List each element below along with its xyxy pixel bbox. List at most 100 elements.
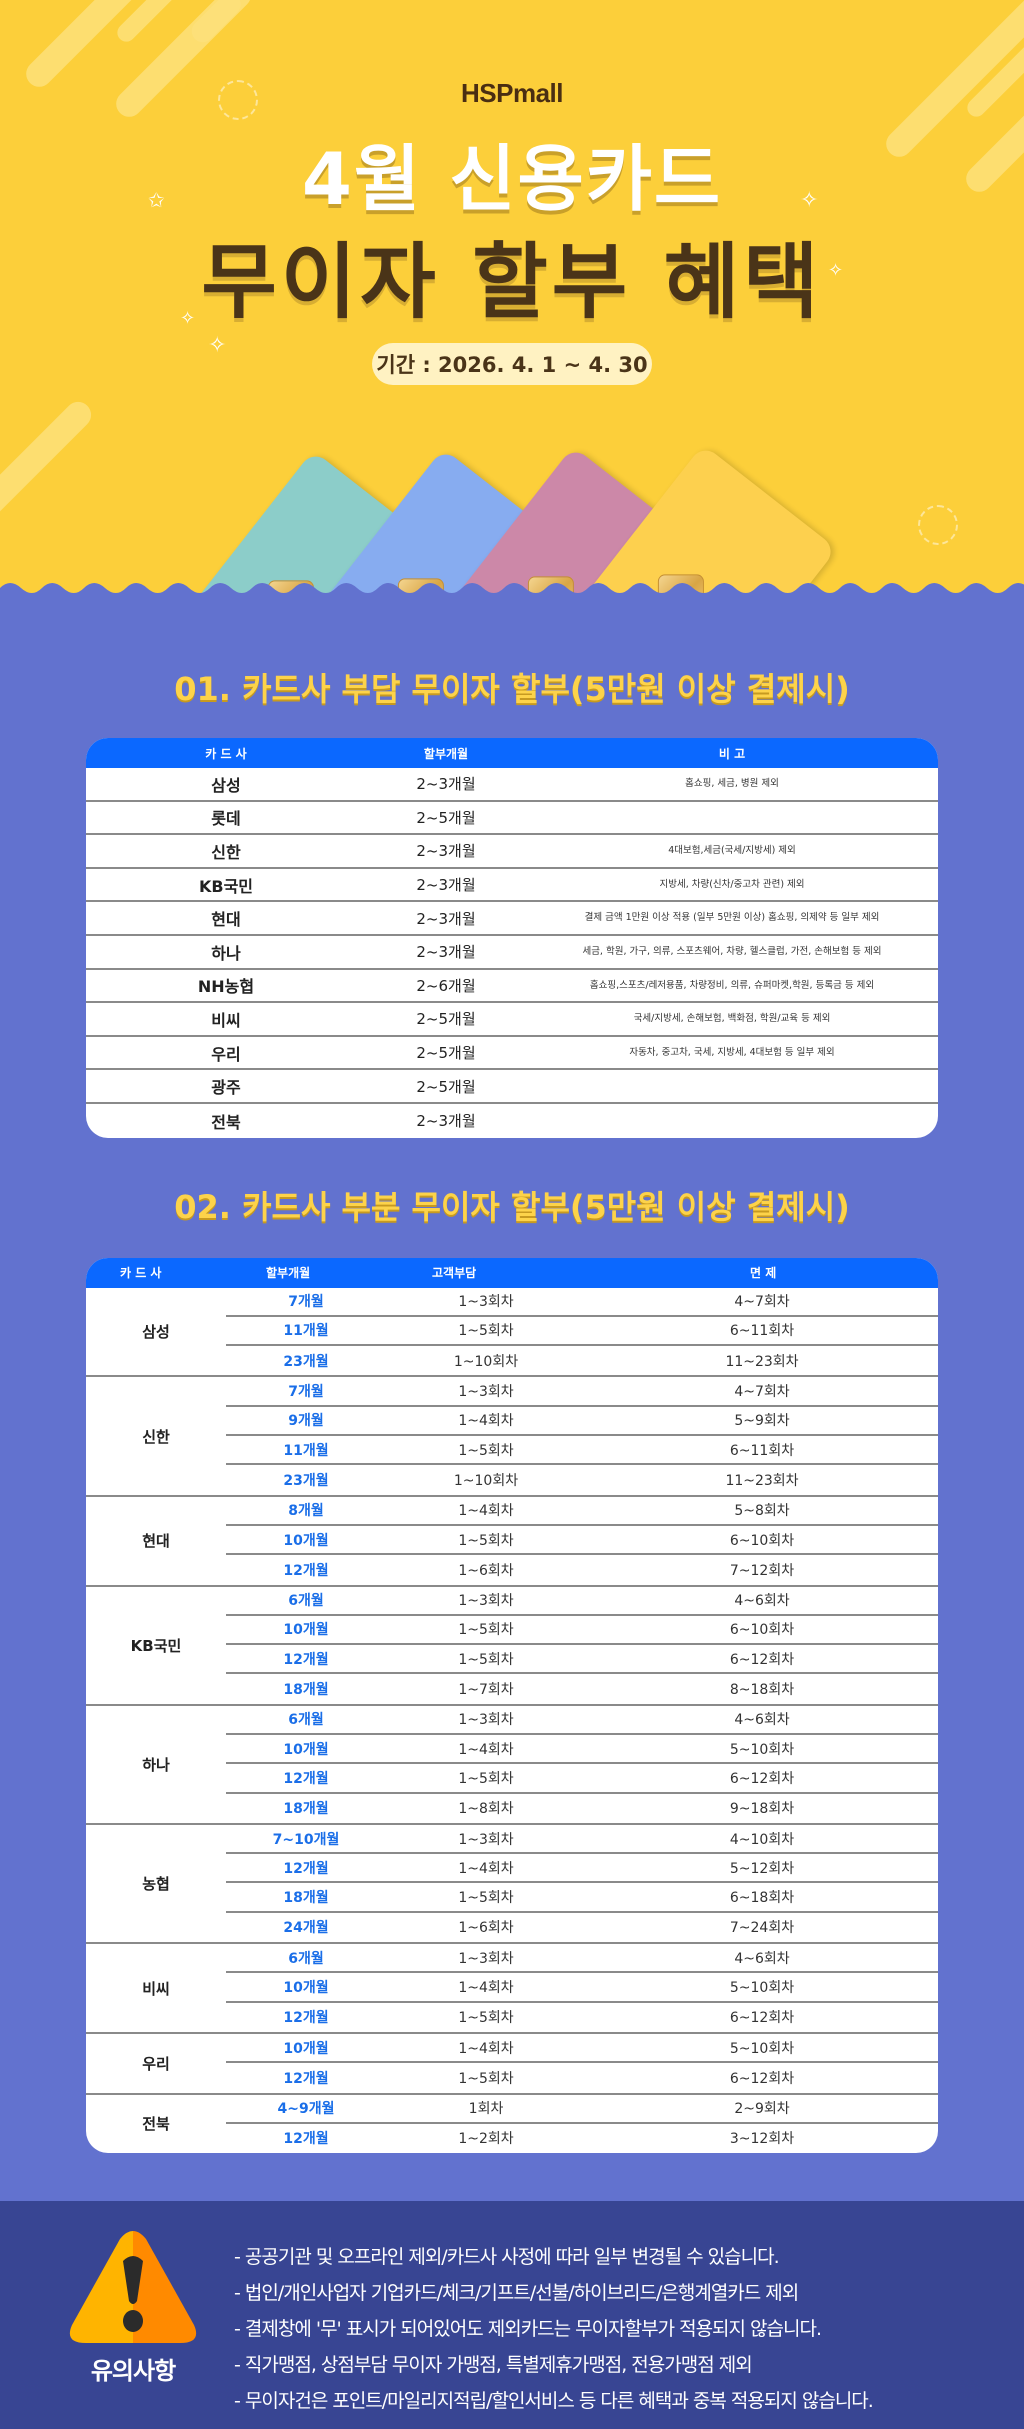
table-row: 신한 2~3개월 4대보험,세금(국세/지방세) 제외 xyxy=(86,835,938,869)
exemption: 7~12회차 xyxy=(729,1562,795,1579)
exemption: 5~9회차 xyxy=(734,1413,790,1430)
customer-burden: 1~4회차 xyxy=(458,1503,514,1520)
installment-months: 10개월 xyxy=(283,1622,329,1639)
table-row: 9개월 1~4회차 5~9회차 xyxy=(226,1407,938,1437)
table-row: 7개월 1~3회차 4~7회차 xyxy=(226,1377,938,1407)
customer-burden: 1~3회차 xyxy=(458,1950,514,1967)
card-company: NH농협 xyxy=(197,977,255,997)
table-row: 12개월 1~5회차 6~12회차 xyxy=(226,2063,938,2092)
card-company: 현대 xyxy=(211,910,241,930)
card-company: 전북 xyxy=(142,2115,170,2134)
installment-months: 2~3개월 xyxy=(416,909,476,928)
sparkle-icon: ✩ xyxy=(148,188,165,212)
installment-months: 7개월 xyxy=(288,1294,324,1311)
card-company: 하나 xyxy=(211,943,241,963)
exemption: 5~12회차 xyxy=(729,1860,795,1877)
customer-burden: 1~5회차 xyxy=(458,1622,514,1639)
wave-divider xyxy=(0,583,1024,600)
hero-banner: ✩ ✧ ✧ ✧ ✧ HSPmall 4월 신용카드 무이자 할부 혜택 기간 :… xyxy=(0,0,1024,600)
hero-title-line1: 4월 신용카드 xyxy=(301,137,723,221)
installment-months: 2~5개월 xyxy=(416,1010,476,1029)
table-row: 18개월 1~8회차 9~18회차 xyxy=(226,1794,938,1823)
decor-streak xyxy=(0,396,97,543)
section1-title: 01. 카드사 부담 무이자 할부(5만원 이상 결제시) xyxy=(174,670,850,708)
group-rows: 6개월 1~3회차 4~6회차 10개월 1~4회차 5~10회차 12개월 1~5회차 6~1… xyxy=(226,1944,938,2032)
notice-section: 유의사항 - 공공기관 및 오프라인 제외/카드사 사정에 따라 일부 변경될 … xyxy=(0,2201,1024,2429)
table-header: 카 드 사 할부개월 고객부담 면 제 xyxy=(86,1257,938,1288)
event-period-badge: 기간 : 2026. 4. 1 ~ 4. 30 xyxy=(372,343,652,385)
bank-group: 우리 10개월 1~4회차 5~10회차 12개월 1~5회차 6~12회차 xyxy=(86,2034,938,2095)
table-row: 6개월 1~3회차 4~6회차 xyxy=(226,1587,938,1616)
table-row: 광주 2~5개월 xyxy=(86,1070,938,1104)
exemption: 11~23회차 xyxy=(725,1353,799,1370)
sparkle-icon: ✧ xyxy=(208,333,227,358)
notice-label: 유의사항 xyxy=(90,2357,176,2386)
table-row: 18개월 1~7회차 8~18회차 xyxy=(226,1674,938,1703)
installment-months: 2~5개월 xyxy=(416,1044,476,1063)
customer-burden: 1회차 xyxy=(468,2101,504,2118)
table-row: 10개월 1~4회차 5~10회차 xyxy=(226,2034,938,2064)
sparkle-icon: ✧ xyxy=(828,260,844,281)
exemption: 5~10회차 xyxy=(729,1741,795,1758)
table-row: 12개월 1~5회차 6~12회차 xyxy=(226,1645,938,1675)
exemption: 6~10회차 xyxy=(729,1622,795,1639)
exemption: 4~6회차 xyxy=(734,1593,790,1610)
installment-months: 10개월 xyxy=(283,1980,329,1996)
note: 홈쇼핑, 세금, 병원 제외 xyxy=(685,778,779,790)
header-installment-months: 할부개월 xyxy=(266,1266,311,1281)
note: 국세/지방세, 손해보험, 백화점, 학원/교육 등 제외 xyxy=(633,1013,831,1025)
installment-months: 24개월 xyxy=(283,1920,329,1937)
notice-item: - 공공기관 및 오프라인 제외/카드사 사정에 따라 일부 변경될 수 있습니… xyxy=(234,2246,780,2269)
note: 4대보험,세금(국세/지방세) 제외 xyxy=(668,845,796,857)
table-row: 7개월 1~3회차 4~7회차 xyxy=(226,1288,938,1317)
installment-months: 11개월 xyxy=(283,1323,329,1340)
table-row: 우리 2~5개월 자동차, 중고차, 국세, 지방세, 4대보험 등 일부 제외 xyxy=(86,1037,938,1071)
customer-burden: 1~2회차 xyxy=(458,2131,514,2148)
table-header: 카 드 사 할부개월 비 고 xyxy=(86,738,938,768)
notice-list: - 공공기관 및 오프라인 제외/카드사 사정에 따라 일부 변경될 수 있습니… xyxy=(234,2229,874,2429)
table-row: 12개월 1~4회차 5~12회차 xyxy=(226,1854,938,1884)
installment-months: 7~10개월 xyxy=(272,1831,340,1848)
exemption: 4~6회차 xyxy=(734,1712,790,1729)
card-company: 전북 xyxy=(211,1112,241,1132)
sparkle-icon: ✧ xyxy=(180,308,196,329)
customer-burden: 1~4회차 xyxy=(458,1980,514,1996)
sparkle-icon: ✧ xyxy=(800,188,819,213)
exemption: 6~12회차 xyxy=(729,1770,795,1787)
customer-burden: 1~4회차 xyxy=(458,1860,514,1877)
installment-months: 6개월 xyxy=(288,1712,324,1729)
table-row: 비씨 2~5개월 국세/지방세, 손해보험, 백화점, 학원/교육 등 제외 xyxy=(86,1003,938,1037)
group-rows: 4~9개월 1회차 2~9회차 12개월 1~2회차 3~12회차 xyxy=(226,2095,938,2154)
hero-title-line2: 무이자 할부 혜택 xyxy=(201,235,823,330)
installment-months: 18개월 xyxy=(283,1801,329,1818)
exemption: 6~18회차 xyxy=(729,1890,795,1907)
bank-group: 현대 8개월 1~4회차 5~8회차 10개월 1~5회차 6~10회차 12개월 1~6회차 7… xyxy=(86,1497,938,1587)
installment-months: 12개월 xyxy=(283,2070,329,2087)
notice-item: - 직가맹점, 상점부담 무이자 가맹점, 특별제휴가맹점, 전용가맹점 제외 xyxy=(234,2354,753,2377)
group-rows: 8개월 1~4회차 5~8회차 10개월 1~5회차 6~10회차 12개월 1~6회차 7~1… xyxy=(226,1497,938,1585)
customer-burden: 1~5회차 xyxy=(458,1323,514,1340)
table-row: 롯데 2~5개월 xyxy=(86,802,938,836)
exemption: 4~10회차 xyxy=(729,1831,795,1848)
interest-free-table: 카 드 사 할부개월 비 고 삼성 2~3개월 홈쇼핑, 세금, 병원 제외 롯데 2~… xyxy=(86,738,938,1138)
installment-months: 12개월 xyxy=(283,1562,329,1579)
table-row: 11개월 1~5회차 6~11회차 xyxy=(226,1317,938,1347)
exemption: 6~12회차 xyxy=(729,2010,795,2027)
card-company: 비씨 xyxy=(142,1979,170,1998)
header-card-company: 카 드 사 xyxy=(120,1266,162,1281)
customer-burden: 1~5회차 xyxy=(458,1532,514,1549)
section-card-company-interest-free: 01. 카드사 부담 무이자 할부(5만원 이상 결제시) 카 드 사 할부개월… xyxy=(0,600,1024,1138)
exemption: 4~7회차 xyxy=(734,1294,790,1311)
installment-months: 9개월 xyxy=(288,1413,324,1430)
notice-badge: 유의사항 xyxy=(68,2229,198,2429)
customer-burden: 1~5회차 xyxy=(458,2070,514,2087)
exemption: 7~24회차 xyxy=(729,1920,795,1937)
card-company: 신한 xyxy=(142,1427,170,1446)
table-row: 12개월 1~5회차 6~12회차 xyxy=(226,1764,938,1794)
bank-group: 비씨 6개월 1~3회차 4~6회차 10개월 1~4회차 5~10회차 12개월 1~5회차 6… xyxy=(86,1944,938,2034)
installment-months: 2~3개월 xyxy=(416,775,476,794)
exemption: 4~7회차 xyxy=(734,1384,790,1401)
card-company: KB국민 xyxy=(198,876,254,896)
exemption: 6~12회차 xyxy=(729,1651,795,1668)
card-company: 우리 xyxy=(211,1044,241,1064)
